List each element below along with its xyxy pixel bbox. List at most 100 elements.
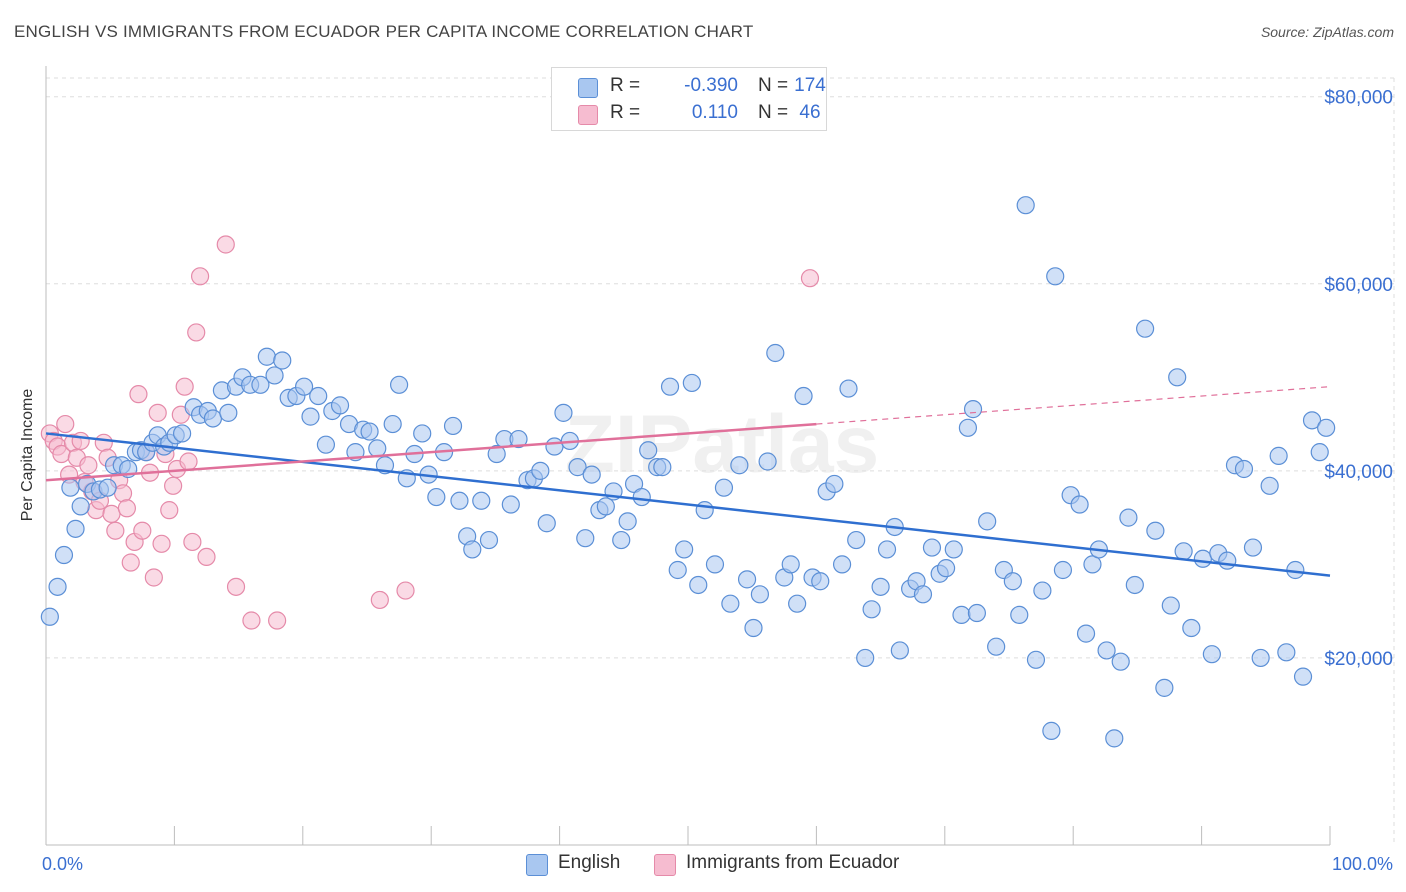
- english-point: [794, 386, 813, 406]
- english-point: [427, 487, 446, 507]
- english-point: [1119, 508, 1138, 527]
- english-point: [944, 540, 963, 559]
- english-point: [781, 555, 800, 574]
- ecuador-point: [226, 577, 246, 596]
- english-n-value: 174: [794, 75, 826, 96]
- english-point: [825, 474, 844, 494]
- chart-source: Source: ZipAtlas.com: [1260, 24, 1394, 40]
- english-point: [71, 497, 90, 516]
- ecuador-point: [56, 414, 75, 434]
- english-point: [660, 377, 680, 396]
- ecuador-legend-swatch: [654, 854, 676, 876]
- english-point: [554, 403, 573, 422]
- english-point: [472, 491, 491, 510]
- english-point: [714, 478, 734, 497]
- english-n-label: N =: [758, 75, 789, 96]
- english-point: [1174, 542, 1193, 561]
- english-point: [98, 478, 117, 497]
- x-tick-label-max: 100.0%: [1332, 854, 1393, 874]
- english-point: [576, 529, 595, 548]
- english-point: [1277, 643, 1296, 662]
- english-point: [936, 559, 956, 578]
- english-legend-swatch: [526, 854, 548, 876]
- english-point: [632, 487, 651, 507]
- english-point: [40, 607, 59, 626]
- english-point: [1260, 476, 1279, 495]
- ecuador-point: [102, 504, 121, 523]
- english-point: [695, 501, 714, 520]
- english-point: [1136, 319, 1155, 338]
- ecuador-point: [117, 499, 136, 518]
- english-point: [1310, 443, 1329, 462]
- english-point: [1083, 555, 1102, 574]
- english-point: [1243, 538, 1263, 557]
- english-point: [737, 570, 757, 589]
- english-point: [1070, 495, 1089, 514]
- english-point: [1182, 618, 1201, 638]
- english-point: [582, 465, 601, 484]
- ecuador-point: [164, 476, 183, 495]
- english-point: [61, 478, 80, 497]
- y-tick-label: $40,000: [1324, 462, 1393, 483]
- english-point: [66, 519, 85, 538]
- english-point: [1125, 575, 1144, 595]
- english-point: [596, 497, 615, 516]
- ecuador-point: [800, 269, 820, 288]
- english-point: [922, 538, 942, 557]
- ecuador-point: [129, 385, 148, 404]
- english-point: [1168, 368, 1187, 387]
- english-point: [1033, 581, 1052, 600]
- english-point: [1111, 652, 1130, 671]
- english-point: [788, 594, 807, 613]
- english-point: [1146, 521, 1165, 540]
- ecuador-point: [268, 611, 287, 630]
- ecuador-point: [113, 484, 133, 503]
- english-point: [1293, 667, 1313, 686]
- ecuador-swatch: [578, 105, 598, 125]
- english-point: [963, 400, 983, 419]
- english-point: [682, 373, 701, 393]
- english-point: [877, 540, 897, 559]
- ecuador-point: [94, 433, 113, 452]
- english-point: [545, 437, 564, 456]
- english-point: [1218, 551, 1237, 570]
- english-point: [721, 594, 740, 613]
- english-point: [675, 540, 694, 559]
- ecuador-trend-line-extension: [816, 386, 1331, 425]
- english-point: [294, 377, 314, 396]
- english-point: [987, 637, 1006, 656]
- english-point: [766, 343, 785, 363]
- ecuador-legend-label: Immigrants from Ecuador: [686, 852, 900, 873]
- english-point: [653, 458, 672, 477]
- english-point: [463, 540, 482, 559]
- english-point: [978, 512, 997, 531]
- ecuador-point: [190, 267, 210, 286]
- english-point: [1003, 572, 1022, 591]
- ecuador-point: [216, 235, 235, 254]
- english-point: [1155, 678, 1174, 697]
- ecuador-point: [121, 553, 140, 572]
- ecuador-point: [144, 568, 163, 587]
- english-point: [1193, 549, 1212, 568]
- english-point: [811, 572, 830, 591]
- english-point: [612, 530, 631, 550]
- trend-lines: [45, 386, 1331, 577]
- english-point: [1097, 641, 1116, 660]
- english-r-label: R =: [610, 75, 641, 96]
- english-point: [531, 461, 550, 480]
- english-point: [1161, 596, 1180, 615]
- english-point: [1251, 648, 1270, 668]
- english-point: [568, 458, 587, 477]
- english-point: [862, 600, 881, 619]
- english-point: [413, 424, 432, 443]
- english-trend-line: [45, 432, 1331, 577]
- english-point: [1026, 650, 1046, 669]
- english-point: [890, 641, 909, 660]
- axes: [45, 66, 1331, 846]
- english-point: [744, 618, 763, 638]
- english-point: [967, 603, 987, 623]
- english-point: [689, 575, 708, 595]
- english-point: [537, 514, 556, 533]
- english-point: [832, 555, 852, 574]
- english-point: [1076, 624, 1096, 643]
